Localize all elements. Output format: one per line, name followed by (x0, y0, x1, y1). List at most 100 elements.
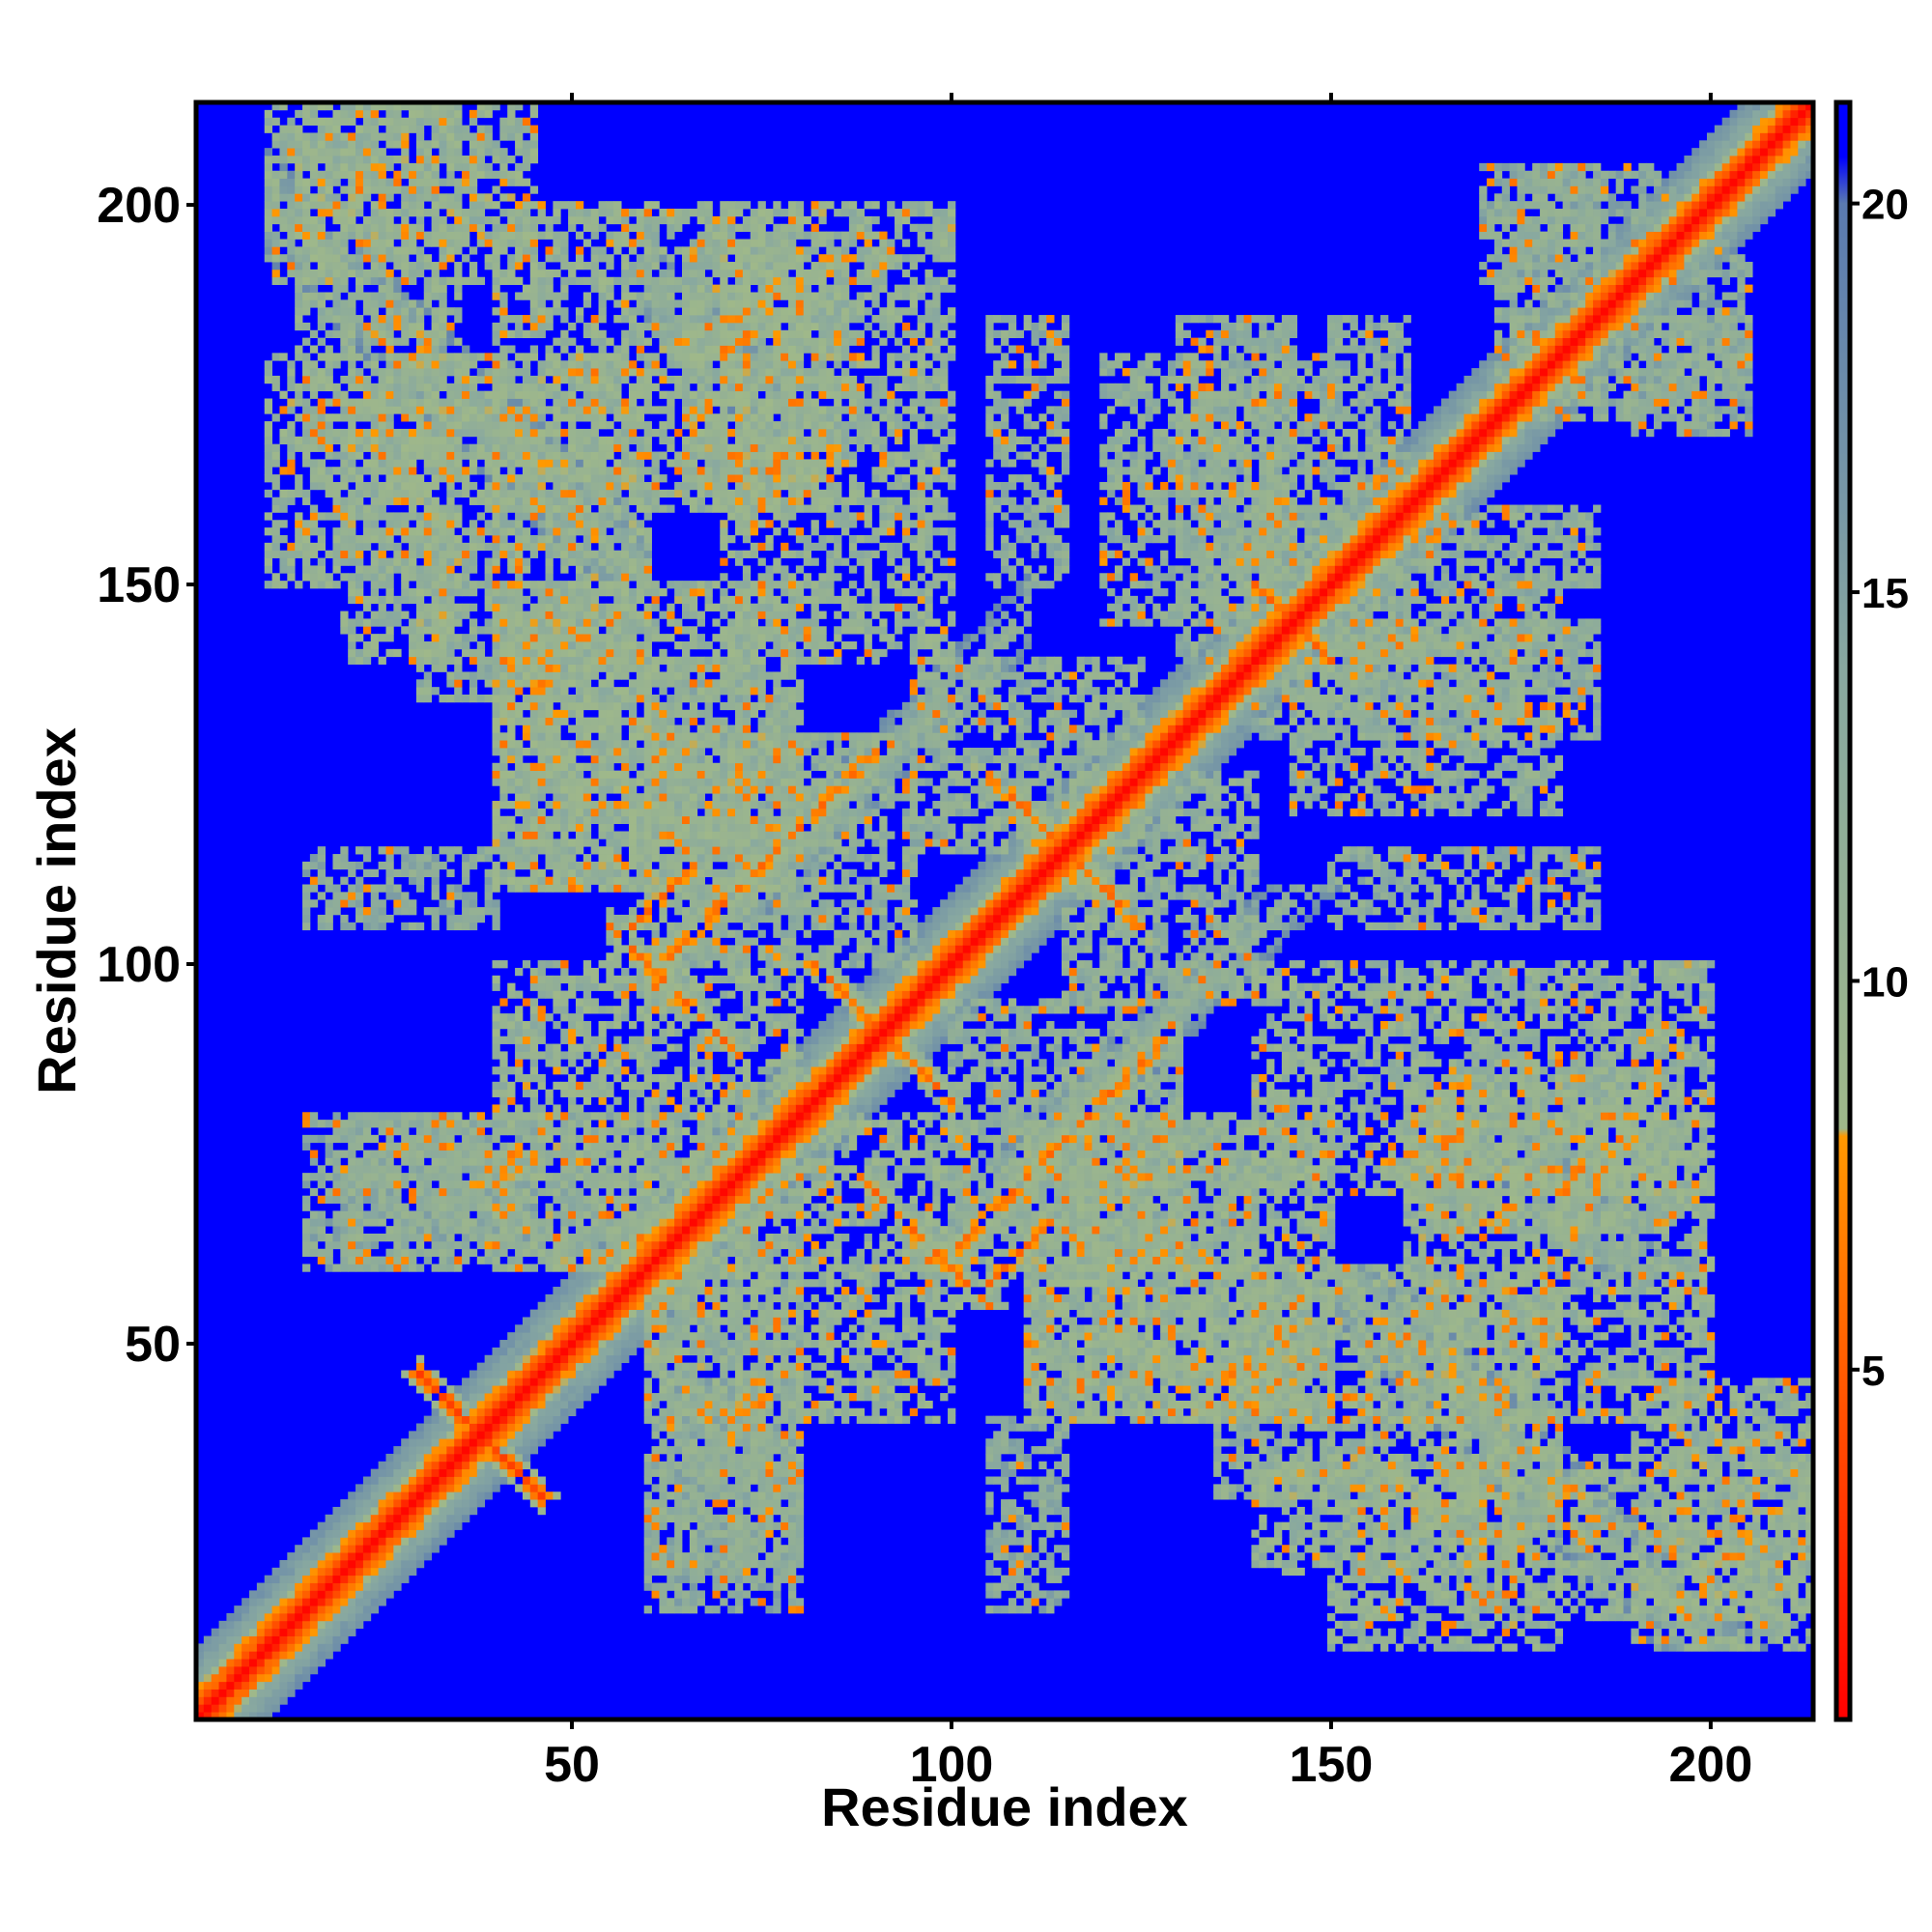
heatmap-cell (515, 383, 524, 392)
heatmap-cell (340, 1628, 349, 1636)
heatmap-cell (469, 276, 478, 286)
heatmap-cell (492, 1354, 500, 1364)
heatmap-cell (362, 573, 372, 582)
heatmap-cell (598, 534, 607, 544)
heatmap-cell (590, 724, 599, 733)
heatmap-cell (598, 1073, 607, 1083)
heatmap-cell (492, 1134, 500, 1144)
heatmap-cell (454, 557, 463, 566)
heatmap-cell (568, 1120, 577, 1128)
heatmap-cell (439, 656, 447, 665)
heatmap-cell (393, 899, 402, 908)
heatmap-cell (385, 413, 394, 422)
heatmap-cell (378, 428, 386, 438)
heatmap-cell (454, 215, 463, 225)
heatmap-cell (499, 1126, 508, 1136)
heatmap-cell (271, 215, 280, 225)
heatmap-cell (446, 868, 455, 878)
heatmap-cell (553, 368, 561, 377)
heatmap-cell (545, 1301, 554, 1311)
heatmap-cell (409, 201, 417, 210)
heatmap-cell (590, 512, 599, 521)
heatmap-cell (295, 215, 303, 225)
heatmap-cell (484, 1120, 493, 1128)
heatmap-cell (317, 148, 327, 156)
heatmap-cell (553, 534, 561, 544)
heatmap-cell (590, 1180, 599, 1189)
heatmap-cell (295, 581, 303, 589)
heatmap-cell (492, 975, 500, 984)
heatmap-cell (575, 1240, 584, 1250)
heatmap-cell (409, 1218, 417, 1227)
heatmap-cell (560, 1378, 569, 1386)
heatmap-cell (598, 762, 607, 772)
heatmap-cell (598, 489, 607, 498)
heatmap-cell (522, 1340, 531, 1349)
heatmap-cell (537, 701, 546, 711)
heatmap-cell (537, 276, 546, 286)
heatmap-cell (348, 1499, 356, 1508)
heatmap-cell (507, 1096, 516, 1105)
heatmap-cell (560, 459, 569, 468)
heatmap-cell (598, 246, 607, 255)
heatmap-cell (226, 1612, 235, 1622)
heatmap-cell (553, 603, 561, 611)
heatmap-cell (476, 1468, 486, 1477)
heatmap-cell (515, 626, 524, 635)
heatmap-cell (401, 390, 410, 399)
heatmap-cell (529, 436, 539, 445)
heatmap-cell (196, 1689, 205, 1697)
heatmap-cell (522, 254, 531, 263)
heatmap-cell (378, 1545, 386, 1553)
heatmap-cell (362, 1537, 372, 1546)
heatmap-cell (454, 1187, 463, 1197)
heatmap-cell (454, 368, 463, 377)
heatmap-cell (446, 497, 455, 505)
heatmap-cell (279, 1696, 288, 1705)
heatmap-cell (378, 1150, 386, 1158)
heatmap-cell (598, 1112, 607, 1121)
heatmap-cell (499, 587, 508, 597)
heatmap-cell (462, 1476, 470, 1485)
heatmap-cell (499, 550, 508, 558)
heatmap-cell (264, 239, 272, 247)
heatmap-cell (553, 406, 561, 414)
heatmap-cell (484, 1142, 493, 1151)
heatmap-cell (469, 1506, 478, 1516)
heatmap-cell (409, 1446, 417, 1455)
heatmap-cell (348, 497, 356, 505)
heatmap-cell (507, 626, 516, 635)
heatmap-cell (537, 724, 546, 733)
heatmap-cell (537, 990, 546, 999)
heatmap-cell (507, 656, 516, 665)
heatmap-cell (325, 1120, 333, 1128)
heatmap-cell (348, 1537, 356, 1546)
heatmap-cell (309, 276, 319, 286)
heatmap-cell (302, 1575, 311, 1583)
heatmap-cell (309, 284, 319, 293)
heatmap-cell (454, 884, 463, 893)
heatmap-cell (553, 740, 561, 749)
heatmap-cell (340, 451, 349, 460)
heatmap-cell (279, 148, 288, 156)
heatmap-cell (393, 254, 402, 263)
heatmap-cell (553, 353, 561, 361)
heatmap-cell (560, 557, 569, 566)
heatmap-cell (409, 1537, 417, 1546)
heatmap-cell (431, 687, 440, 696)
heatmap-cell (590, 276, 599, 286)
heatmap-cell (469, 1378, 478, 1386)
heatmap-cell (469, 406, 478, 414)
heatmap-cell (393, 246, 402, 255)
heatmap-cell (348, 383, 356, 392)
heatmap-cell (385, 209, 394, 217)
heatmap-cell (348, 329, 356, 339)
heatmap-cell (545, 1180, 554, 1189)
heatmap-cell (484, 876, 493, 885)
heatmap-cell (606, 1234, 614, 1242)
heatmap-cell (568, 724, 577, 733)
heatmap-cell (401, 1567, 410, 1577)
heatmap-cell (598, 701, 607, 711)
heatmap-cell (553, 618, 561, 627)
heatmap-cell (439, 156, 447, 164)
